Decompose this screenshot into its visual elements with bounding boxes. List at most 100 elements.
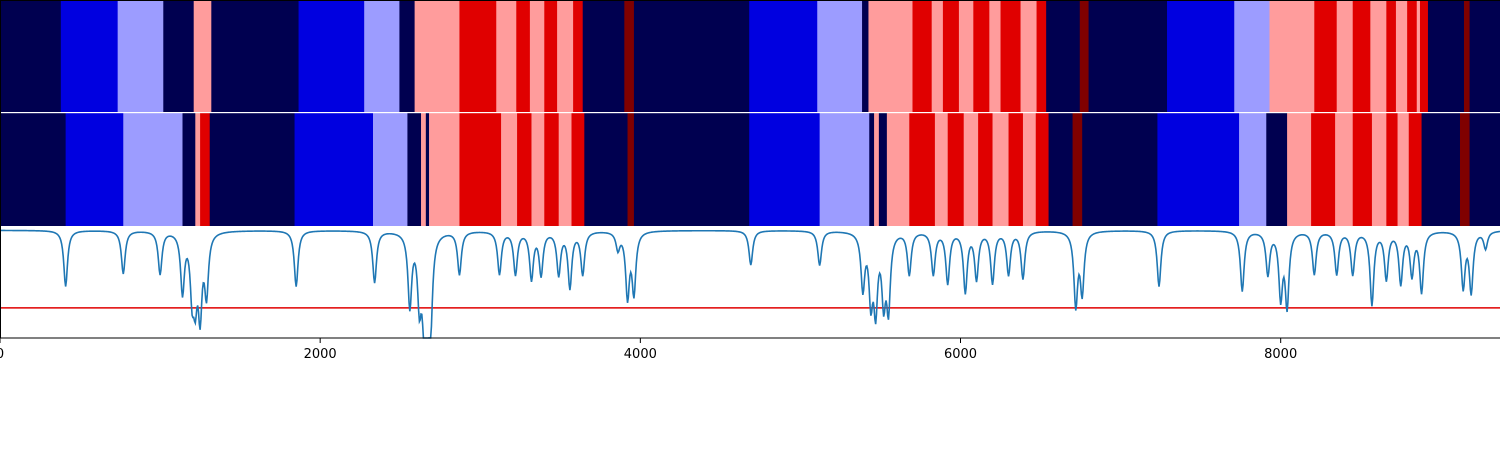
heatmap-segment	[429, 113, 460, 226]
heatmap-segment	[958, 0, 974, 112]
heatmap-segment	[298, 0, 365, 112]
x-axis: 0 2000 4000 6000 8000	[0, 338, 1297, 362]
heatmap-segment	[1269, 0, 1315, 112]
heatmap-segment	[558, 113, 573, 226]
heatmap-segment	[1287, 113, 1312, 226]
heatmap-segment	[209, 113, 296, 226]
heatmap-segment	[1266, 113, 1288, 226]
heatmap-segment	[123, 113, 183, 226]
heatmap-segment	[211, 0, 300, 112]
heatmap-row-2	[0, 113, 1500, 226]
x-tick-label: 8000	[1264, 347, 1297, 362]
row-separator	[0, 112, 1500, 114]
probability-trace-line	[0, 229, 1500, 339]
heatmap-segment	[516, 0, 531, 112]
heatmap-segment	[1386, 0, 1397, 112]
x-tick-label: 4000	[624, 347, 657, 362]
heatmap-segment	[573, 0, 584, 112]
x-tick-label: 6000	[944, 347, 977, 362]
heatmap-segment	[886, 113, 910, 226]
heatmap-segment	[1352, 113, 1373, 226]
heatmap-segment	[909, 113, 936, 226]
heatmap-segment	[1469, 113, 1500, 226]
heatmap-segment	[819, 113, 870, 226]
heatmap-segment	[373, 113, 408, 226]
heatmap-segment	[1035, 113, 1050, 226]
heatmap-segment	[1371, 113, 1387, 226]
heatmap-segment	[1397, 113, 1410, 226]
heatmap-segment	[1370, 0, 1387, 112]
heatmap-segment	[947, 113, 965, 226]
heatmap-segment	[425, 113, 430, 226]
heatmap-segment	[1036, 0, 1047, 112]
heatmap-segment	[874, 113, 880, 226]
heatmap-segment	[912, 0, 933, 112]
heatmap-segment	[193, 0, 212, 112]
heatmap-segment	[992, 113, 1010, 226]
heatmap-segment	[1020, 0, 1038, 112]
heatmap-segment	[627, 113, 635, 226]
heatmap-segment	[862, 0, 869, 112]
heatmap-segment	[407, 113, 422, 226]
heatmap-segment	[1311, 113, 1336, 226]
heatmap-segment	[1022, 113, 1037, 226]
heatmap-segment	[582, 0, 625, 112]
heatmap-segment	[0, 0, 62, 112]
x-tick-label: 2000	[304, 347, 337, 362]
heatmap-segment	[978, 113, 994, 226]
heatmap-segment	[1386, 113, 1399, 226]
heatmap-segment	[200, 113, 211, 226]
heatmap-segment	[65, 113, 124, 226]
heatmap-segment	[459, 0, 497, 112]
heatmap-segment	[421, 113, 427, 226]
heatmap-segment	[544, 0, 558, 112]
heatmap-segment	[1335, 113, 1354, 226]
heatmap-segment	[1395, 0, 1408, 112]
plot-frame	[0, 0, 1500, 339]
heatmap-segment	[1352, 0, 1371, 112]
heatmap-segment	[749, 113, 821, 226]
heatmap-segment	[817, 0, 863, 112]
heatmap-segment	[1079, 0, 1090, 112]
heatmap-segment	[633, 113, 750, 226]
heatmap-segment	[557, 0, 574, 112]
heatmap-segment	[1000, 0, 1022, 112]
heatmap-segment	[60, 0, 119, 112]
heatmap-segment	[1427, 0, 1465, 112]
heatmap-segment	[1314, 0, 1338, 112]
heatmap-segment	[1088, 0, 1168, 112]
heatmap-segment	[117, 0, 164, 112]
heatmap-segment	[294, 113, 374, 226]
x-tick-label: 0	[0, 347, 4, 362]
heatmap-segment	[1336, 0, 1354, 112]
trace-panel	[0, 226, 1500, 339]
heatmap-segment	[414, 0, 460, 112]
heatmap-segment	[1072, 113, 1083, 226]
heatmap-segment	[1421, 113, 1461, 226]
heatmap-segment	[1463, 0, 1471, 112]
heatmap-segment	[1419, 0, 1429, 112]
heatmap-segment	[989, 0, 1002, 112]
heatmap-segment	[878, 113, 888, 226]
heatmap-segment	[1008, 113, 1024, 226]
heatmap-segment	[1234, 0, 1270, 112]
heatmap-segment	[459, 113, 502, 226]
heatmap-segment	[1459, 113, 1471, 226]
heatmap-segment	[869, 113, 875, 226]
heatmap-segment	[195, 113, 201, 226]
trace-panel-background	[0, 226, 1500, 338]
heatmap-segment	[1408, 113, 1423, 226]
heatmap-segment	[1167, 0, 1235, 112]
heatmap-segment	[182, 113, 196, 226]
heatmap-segment	[544, 113, 560, 226]
heatmap-segment	[1469, 0, 1500, 112]
heatmap-segment	[529, 0, 545, 112]
heatmap-segment	[633, 0, 750, 112]
heatmap-segment	[963, 113, 979, 226]
heatmap-segment	[1082, 113, 1158, 226]
heatmap-segment	[934, 113, 949, 226]
heatmap-segment	[1239, 113, 1267, 226]
heatmap-segment	[1407, 0, 1418, 112]
heatmap-segment	[1048, 113, 1074, 226]
